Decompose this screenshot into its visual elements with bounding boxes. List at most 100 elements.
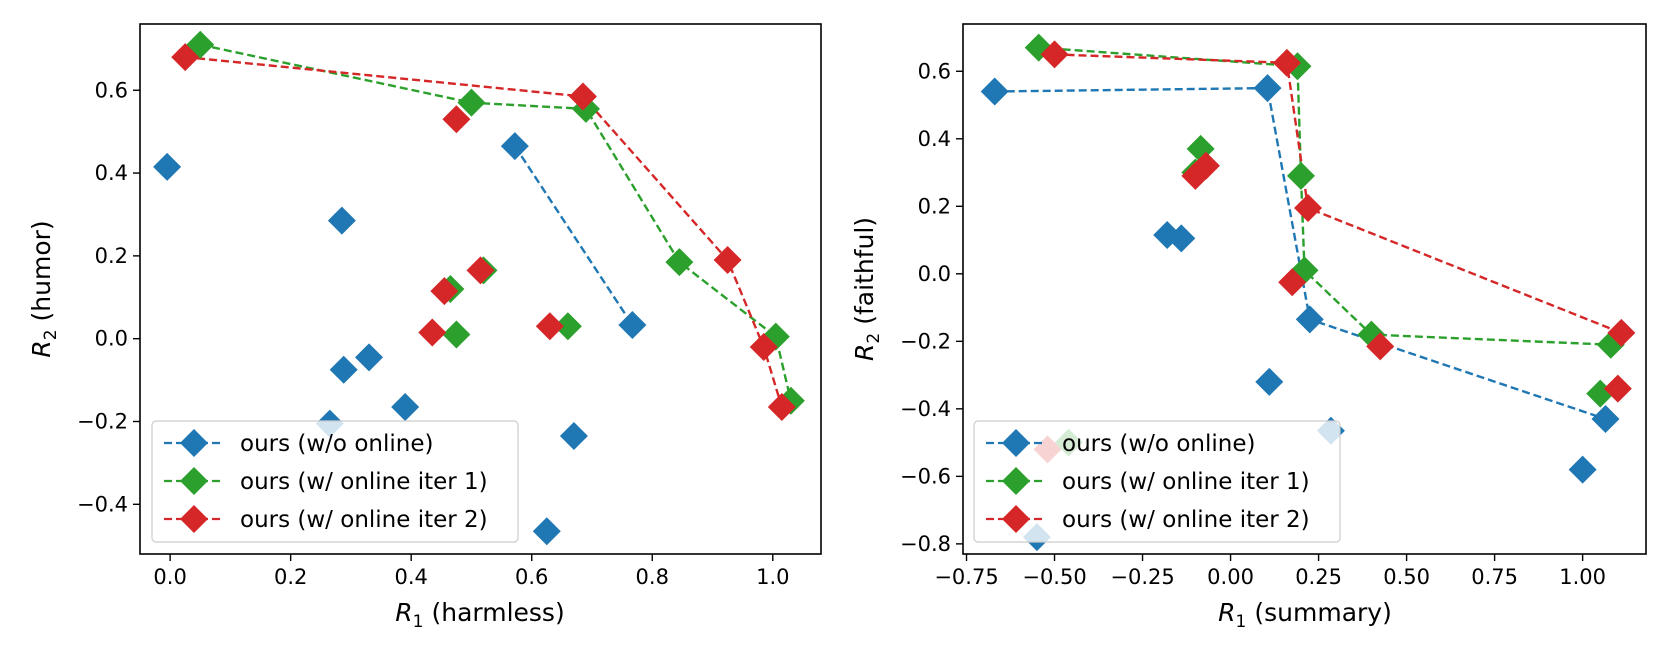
- y-tick-label: 0.0: [95, 327, 128, 351]
- data-point-series-1-9: [1568, 455, 1597, 484]
- data-point-series-1-10: [532, 517, 561, 546]
- legend: ours (w/o online) ours (w/ online iter 1…: [151, 420, 519, 543]
- legend-marker: [180, 467, 208, 495]
- data-point-series-1-2: [327, 206, 356, 235]
- data-point-series-1-4: [355, 343, 384, 372]
- data-point-series-1-5: [1295, 305, 1324, 334]
- series-line-3: [1054, 53, 1622, 335]
- y-tick-label: 0.2: [918, 194, 951, 218]
- axis-ticks: 0.0 0.2 0.4 0.6 0.8 1.0 −0.4 −0.2 0.0 0.2 0.4 0.6: [77, 78, 789, 589]
- series-line-3: [185, 55, 783, 408]
- data-point-series-3-2: [568, 82, 597, 111]
- data-point-series-3-4: [1607, 318, 1636, 347]
- axis-ticks: −0.75 −0.50 −0.25 0.00 0.25 0.50 0.75 1.00 −0.8 −…: [900, 59, 1606, 589]
- legend-entry: ours (w/o online): [986, 429, 1255, 457]
- y-tick-label: 0.6: [95, 78, 128, 102]
- chart-harmless-humor: 0.0 0.2 0.4 0.6 0.8 1.0 −0.4 −0.2 0.0 0.2 0.4 0.6 R…: [27, 23, 822, 632]
- data-point-series-3-7: [1278, 268, 1307, 297]
- data-point-series-3-9: [1603, 374, 1632, 403]
- x-axis-label: R1 (harmless): [395, 598, 564, 632]
- y-tick-label: −0.4: [900, 397, 951, 421]
- chart-summary-faithful: −0.75 −0.50 −0.25 0.00 0.25 0.50 0.75 1.00 −0.8 −…: [850, 23, 1647, 632]
- y-axis-label: R2(humor): [27, 220, 61, 357]
- data-point-series-3-10: [535, 312, 564, 341]
- legend-entry: ours (w/ online iter 1): [986, 467, 1310, 495]
- data-point-series-3-8: [466, 256, 495, 285]
- data-point-series-3-7: [430, 277, 459, 306]
- x-axis-label: R1 (summary): [1218, 598, 1392, 632]
- y-axis-label: R2(faithful): [850, 217, 884, 361]
- x-tick-label: 0.75: [1471, 565, 1518, 589]
- data-point-series-1-9: [559, 421, 588, 450]
- legend-label: ours (w/ online iter 2): [240, 507, 488, 533]
- data-point-series-3-3: [713, 246, 742, 275]
- y-tick-label: 0.4: [918, 127, 951, 151]
- x-tick-label: 0.2: [274, 565, 307, 589]
- data-point-series-1-6: [1255, 367, 1284, 396]
- data-point-series-1-1: [153, 152, 182, 181]
- series-line-1: [994, 86, 1606, 421]
- data-point-series-2-3: [1286, 161, 1315, 190]
- axes-frame: [139, 23, 822, 555]
- legend-entry: ours (w/ online iter 1): [164, 467, 488, 495]
- y-tick-label: −0.2: [900, 329, 951, 353]
- legend-label: ours (w/ online iter 2): [1062, 507, 1310, 533]
- x-tick-label: 0.00: [1207, 565, 1254, 589]
- data-point-series-3-9: [418, 318, 447, 347]
- y-tick-label: −0.6: [900, 464, 951, 488]
- x-tick-label: 1.00: [1559, 565, 1606, 589]
- x-tick-label: 0.4: [394, 565, 427, 589]
- data-point-series-3-4: [749, 332, 778, 361]
- legend-box: [151, 420, 519, 543]
- data-point-series-3-8: [1366, 332, 1395, 361]
- data-point-series-1-4: [1167, 224, 1196, 253]
- x-tick-label: 0.50: [1383, 565, 1430, 589]
- y-tick-label: −0.8: [900, 532, 951, 556]
- x-tick-label: −0.75: [934, 565, 998, 589]
- series-line-1: [513, 145, 634, 326]
- data-point-series-2-10: [553, 312, 582, 341]
- y-tick-label: 0.4: [95, 161, 128, 185]
- data-point-series-1-2: [1253, 74, 1282, 103]
- data-point-series-2-9: [442, 320, 471, 349]
- series-line-2: [1038, 46, 1611, 346]
- legend-marker: [180, 505, 208, 533]
- data-point-series-3-2: [1272, 48, 1301, 77]
- x-tick-label: 0.8: [636, 565, 669, 589]
- y-tick-label: 0.6: [918, 59, 951, 83]
- legend-label: ours (w/ online iter 1): [240, 469, 488, 495]
- x-tick-label: 1.0: [756, 565, 789, 589]
- y-tick-label: 0.2: [95, 244, 128, 268]
- x-tick-label: 0.6: [515, 565, 548, 589]
- legend-label: ours (w/ online iter 1): [1062, 469, 1310, 495]
- legend-marker: [1002, 467, 1030, 495]
- x-tick-label: −0.50: [1022, 565, 1086, 589]
- data-point-series-1-1: [980, 77, 1009, 106]
- legend-label: ours (w/o online): [240, 431, 433, 457]
- legend-entry: ours (w/ online iter 2): [164, 505, 488, 533]
- data-point-series-3-1: [1040, 40, 1069, 69]
- data-point-series-1-8: [618, 311, 647, 340]
- y-tick-label: −0.2: [77, 410, 128, 434]
- x-tick-label: 0.0: [153, 565, 186, 589]
- series-line-2: [200, 43, 793, 402]
- data-point-series-1-8: [1591, 404, 1620, 433]
- legend-label: ours (w/o online): [1062, 431, 1255, 457]
- legend-marker: [180, 429, 208, 457]
- legend-box: [973, 420, 1341, 543]
- data-point-series-1-3: [329, 355, 358, 384]
- y-tick-label: −0.4: [77, 492, 128, 516]
- legend-entry: ours (w/o online): [164, 429, 433, 457]
- axes-frame: [962, 23, 1647, 555]
- y-tick-label: 0.0: [918, 262, 951, 286]
- data-point-series-2-2: [457, 88, 486, 117]
- data-point-series-1-7: [500, 132, 529, 161]
- legend-marker: [1002, 429, 1030, 457]
- legend-entry: ours (w/ online iter 2): [986, 505, 1310, 533]
- x-tick-label: −0.25: [1110, 565, 1174, 589]
- data-point-series-3-1: [171, 43, 200, 72]
- x-tick-label: 0.25: [1295, 565, 1342, 589]
- data-point-series-2-4: [665, 248, 694, 277]
- legend: ours (w/o online) ours (w/ online iter 1…: [973, 420, 1341, 543]
